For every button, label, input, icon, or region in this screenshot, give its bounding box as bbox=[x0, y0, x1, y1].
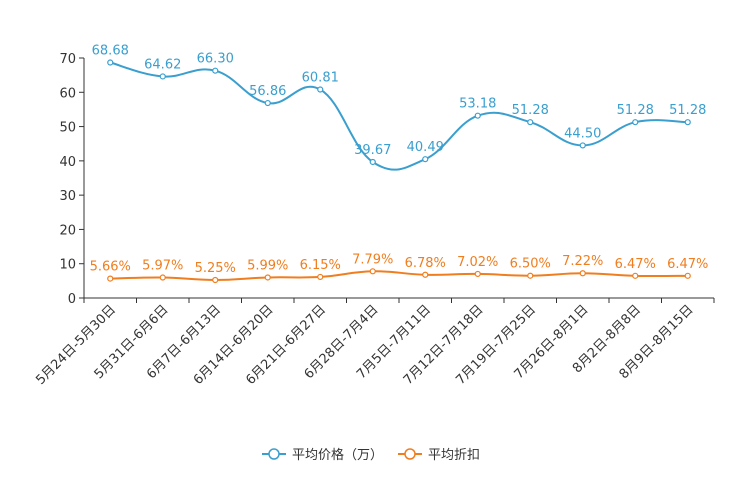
data-label: 51.28 bbox=[617, 103, 654, 118]
data-label: 7.22% bbox=[562, 254, 603, 269]
data-label: 6.15% bbox=[300, 258, 341, 273]
data-point[interactable] bbox=[527, 119, 534, 126]
y-tick-label: 20 bbox=[59, 223, 76, 238]
y-tick-label: 60 bbox=[59, 86, 76, 101]
y-tick-label: 40 bbox=[59, 155, 76, 170]
data-point[interactable] bbox=[107, 59, 114, 66]
legend-label: 平均折扣 bbox=[428, 448, 480, 463]
data-point[interactable] bbox=[632, 119, 639, 126]
data-label: 66.30 bbox=[197, 52, 234, 67]
legend-item-0[interactable]: 平均价格（万） bbox=[262, 447, 383, 463]
data-label: 51.28 bbox=[512, 103, 549, 118]
data-point[interactable] bbox=[212, 67, 219, 74]
data-point[interactable] bbox=[264, 274, 271, 281]
data-point[interactable] bbox=[317, 86, 324, 93]
data-label: 6.78% bbox=[405, 256, 446, 271]
series-layer bbox=[107, 59, 691, 284]
legend[interactable]: 平均价格（万） 平均折扣 bbox=[262, 447, 480, 463]
data-label: 5.25% bbox=[195, 261, 236, 276]
data-point[interactable] bbox=[474, 270, 481, 278]
data-point[interactable] bbox=[369, 268, 376, 275]
data-label: 7.79% bbox=[352, 252, 393, 267]
legend-label: 平均价格（万） bbox=[292, 447, 383, 463]
data-label: 7.02% bbox=[457, 255, 498, 270]
data-label: 6.50% bbox=[510, 257, 551, 272]
y-tick-label: 70 bbox=[59, 52, 76, 67]
data-label: 68.68 bbox=[92, 44, 129, 59]
data-point[interactable] bbox=[422, 271, 429, 278]
data-point[interactable] bbox=[159, 274, 166, 281]
legend-item-1[interactable]: 平均折扣 bbox=[398, 448, 480, 463]
data-label: 6.47% bbox=[615, 257, 656, 272]
y-tick-label: 10 bbox=[59, 258, 76, 273]
data-point[interactable] bbox=[159, 73, 166, 80]
data-point[interactable] bbox=[684, 272, 691, 279]
data-point[interactable] bbox=[527, 272, 534, 279]
data-point[interactable] bbox=[684, 119, 691, 126]
data-label: 5.97% bbox=[142, 259, 183, 274]
y-tick-label: 50 bbox=[59, 121, 76, 136]
data-point[interactable] bbox=[579, 270, 586, 277]
data-point[interactable] bbox=[212, 276, 219, 284]
data-label: 51.28 bbox=[669, 103, 706, 118]
data-point[interactable] bbox=[107, 275, 114, 282]
legend-marker bbox=[268, 448, 280, 460]
data-point[interactable] bbox=[632, 272, 639, 279]
data-label: 6.47% bbox=[667, 257, 708, 272]
legend-marker bbox=[404, 448, 416, 460]
data-label: 64.62 bbox=[144, 57, 181, 72]
data-point[interactable] bbox=[422, 156, 429, 163]
data-label: 39.67 bbox=[354, 143, 391, 158]
data-label: 40.49 bbox=[407, 140, 444, 155]
data-label: 56.86 bbox=[249, 84, 286, 99]
data-label: 5.99% bbox=[247, 258, 288, 273]
y-tick-label: 0 bbox=[68, 292, 76, 307]
data-point[interactable] bbox=[317, 273, 324, 281]
data-label: 5.66% bbox=[90, 260, 131, 275]
data-point[interactable] bbox=[369, 158, 376, 166]
series-line-1 bbox=[110, 270, 688, 282]
data-label: 53.18 bbox=[459, 97, 496, 112]
data-point[interactable] bbox=[264, 99, 271, 107]
axes: 0102030405060705月24日-5月30日5月31日-6月6日6月7日… bbox=[33, 52, 715, 388]
data-point[interactable] bbox=[579, 142, 586, 149]
y-tick-label: 30 bbox=[59, 189, 76, 204]
data-labels: 68.68 64.62 66.30 56.86 60.81 39.67 40.49 53.18… bbox=[90, 44, 709, 276]
data-point[interactable] bbox=[474, 112, 481, 119]
data-label: 60.81 bbox=[302, 71, 339, 86]
series-line-0 bbox=[109, 61, 688, 171]
data-label: 44.50 bbox=[564, 126, 601, 141]
